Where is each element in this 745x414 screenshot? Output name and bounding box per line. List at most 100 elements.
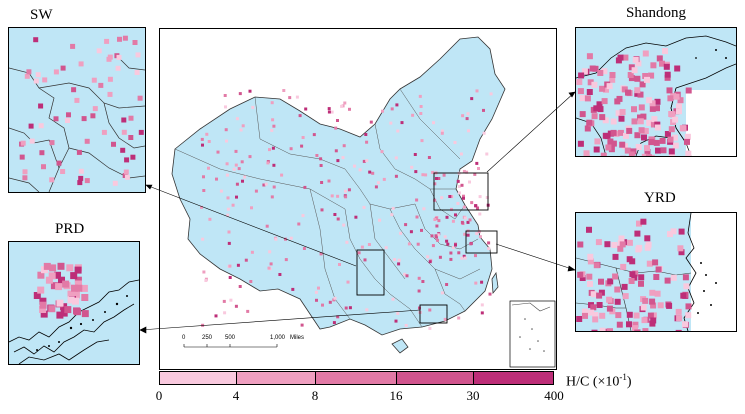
monitor-site-dot bbox=[591, 81, 598, 88]
monitor-site-dot bbox=[251, 105, 255, 109]
monitor-site-dot bbox=[40, 310, 48, 318]
monitor-site-dot bbox=[632, 56, 639, 63]
monitor-site-dot bbox=[640, 304, 647, 311]
monitor-site-dot bbox=[615, 312, 622, 319]
monitor-site-dot bbox=[246, 309, 250, 313]
monitor-site-dot bbox=[646, 97, 653, 104]
monitor-site-dot bbox=[336, 194, 340, 198]
sw-panel[interactable] bbox=[8, 27, 146, 193]
prd-map bbox=[9, 262, 139, 364]
monitor-site-dot bbox=[684, 138, 690, 145]
monitor-site-dot bbox=[597, 70, 604, 76]
monitor-site-dot bbox=[587, 253, 594, 260]
monitor-site-dot bbox=[334, 126, 338, 130]
monitor-site-dot bbox=[612, 273, 619, 280]
main-map-panel[interactable]: 0 250 500 1,000 Miles bbox=[159, 28, 557, 370]
monitor-site-dot bbox=[599, 327, 606, 331]
monitor-site-dot bbox=[482, 131, 486, 135]
monitor-site-dot bbox=[62, 280, 70, 288]
scale-bar bbox=[183, 344, 278, 348]
monitor-site-dot bbox=[384, 246, 388, 250]
monitor-site-dot bbox=[445, 215, 449, 219]
monitor-site-dot bbox=[365, 140, 369, 144]
monitor-site-dot bbox=[461, 114, 465, 118]
monitor-site-dot bbox=[235, 117, 239, 121]
monitor-site-dot bbox=[207, 166, 210, 170]
monitor-site-dot bbox=[590, 304, 597, 311]
hainan-island bbox=[391, 338, 409, 354]
monitor-site-dot bbox=[648, 72, 655, 79]
monitor-site-dot bbox=[295, 95, 299, 99]
monitor-site-dot bbox=[227, 241, 231, 245]
monitor-site-dot bbox=[138, 129, 144, 135]
monitor-site-dot bbox=[344, 306, 348, 310]
monitor-site-dot bbox=[647, 312, 654, 319]
monitor-site-dot bbox=[91, 77, 97, 83]
monitor-site-dot bbox=[583, 151, 590, 156]
monitor-site-dot bbox=[48, 305, 56, 313]
monitor-site-dot bbox=[419, 112, 423, 115]
monitor-site-dot bbox=[414, 170, 418, 174]
monitor-site-dot bbox=[224, 105, 227, 109]
monitor-site-dot bbox=[336, 119, 339, 122]
monitor-site-dot bbox=[395, 103, 399, 107]
monitor-site-dot bbox=[445, 239, 449, 243]
monitor-site-dot bbox=[463, 256, 467, 260]
monitor-site-dot bbox=[592, 312, 599, 318]
inset-islands bbox=[519, 318, 545, 352]
monitor-site-dot bbox=[593, 105, 600, 112]
monitor-site-dot bbox=[584, 125, 591, 132]
monitor-site-dot bbox=[608, 146, 615, 153]
monitor-site-dot bbox=[81, 294, 89, 301]
monitor-site-dot bbox=[462, 205, 466, 209]
monitor-site-dot bbox=[120, 147, 126, 153]
monitor-site-dot bbox=[403, 272, 407, 276]
monitor-site-dot bbox=[579, 275, 586, 281]
yrd-panel[interactable] bbox=[575, 212, 737, 332]
monitor-site-dot bbox=[577, 140, 584, 147]
monitor-site-dot bbox=[225, 173, 229, 177]
monitor-site-dot bbox=[20, 140, 26, 146]
monitor-site-dot bbox=[607, 278, 614, 285]
monitor-site-dot bbox=[416, 242, 420, 246]
monitor-site-dot bbox=[268, 250, 272, 254]
monitor-site-dot bbox=[474, 281, 478, 285]
monitor-site-dot bbox=[634, 90, 641, 97]
monitor-site-dot bbox=[640, 113, 647, 120]
monitor-site-dot bbox=[650, 302, 657, 309]
monitor-site-dot bbox=[265, 224, 269, 228]
monitor-site-dot bbox=[616, 321, 623, 328]
monitor-site-dot bbox=[38, 123, 44, 129]
monitor-site-dot bbox=[628, 278, 635, 284]
monitor-site-dot bbox=[236, 263, 240, 267]
monitor-site-dot bbox=[631, 274, 638, 281]
monitor-site-dot bbox=[84, 178, 90, 184]
monitor-site-dot bbox=[654, 124, 661, 131]
monitor-site-dot bbox=[121, 117, 127, 123]
monitor-site-dot bbox=[628, 75, 635, 82]
monitor-site-dot bbox=[78, 61, 84, 67]
monitor-site-dot bbox=[123, 169, 129, 175]
monitor-site-dot bbox=[226, 207, 230, 211]
monitor-site-dot bbox=[677, 97, 684, 104]
monitor-site-dot bbox=[586, 89, 593, 95]
monitor-site-dot bbox=[576, 316, 583, 322]
legend-seg-0 bbox=[159, 371, 237, 385]
monitor-site-dot bbox=[37, 286, 45, 294]
scale-tick-250: 250 bbox=[202, 335, 213, 341]
monitor-site-dot bbox=[614, 98, 621, 105]
shandong-map bbox=[576, 35, 736, 156]
monitor-site-dot bbox=[634, 75, 641, 82]
monitor-site-dot bbox=[457, 251, 461, 255]
monitor-site-dot bbox=[124, 174, 130, 180]
monitor-site-dot bbox=[644, 145, 650, 152]
monitor-site-dot bbox=[319, 164, 323, 167]
monitor-site-dot bbox=[578, 72, 585, 79]
monitor-site-dot bbox=[592, 65, 599, 72]
monitor-site-dot bbox=[336, 315, 340, 319]
monitor-site-dot bbox=[420, 228, 423, 232]
monitor-site-dot bbox=[433, 198, 437, 202]
shandong-panel[interactable] bbox=[575, 27, 737, 157]
prd-panel[interactable] bbox=[8, 241, 140, 365]
monitor-site-dot bbox=[201, 237, 205, 241]
